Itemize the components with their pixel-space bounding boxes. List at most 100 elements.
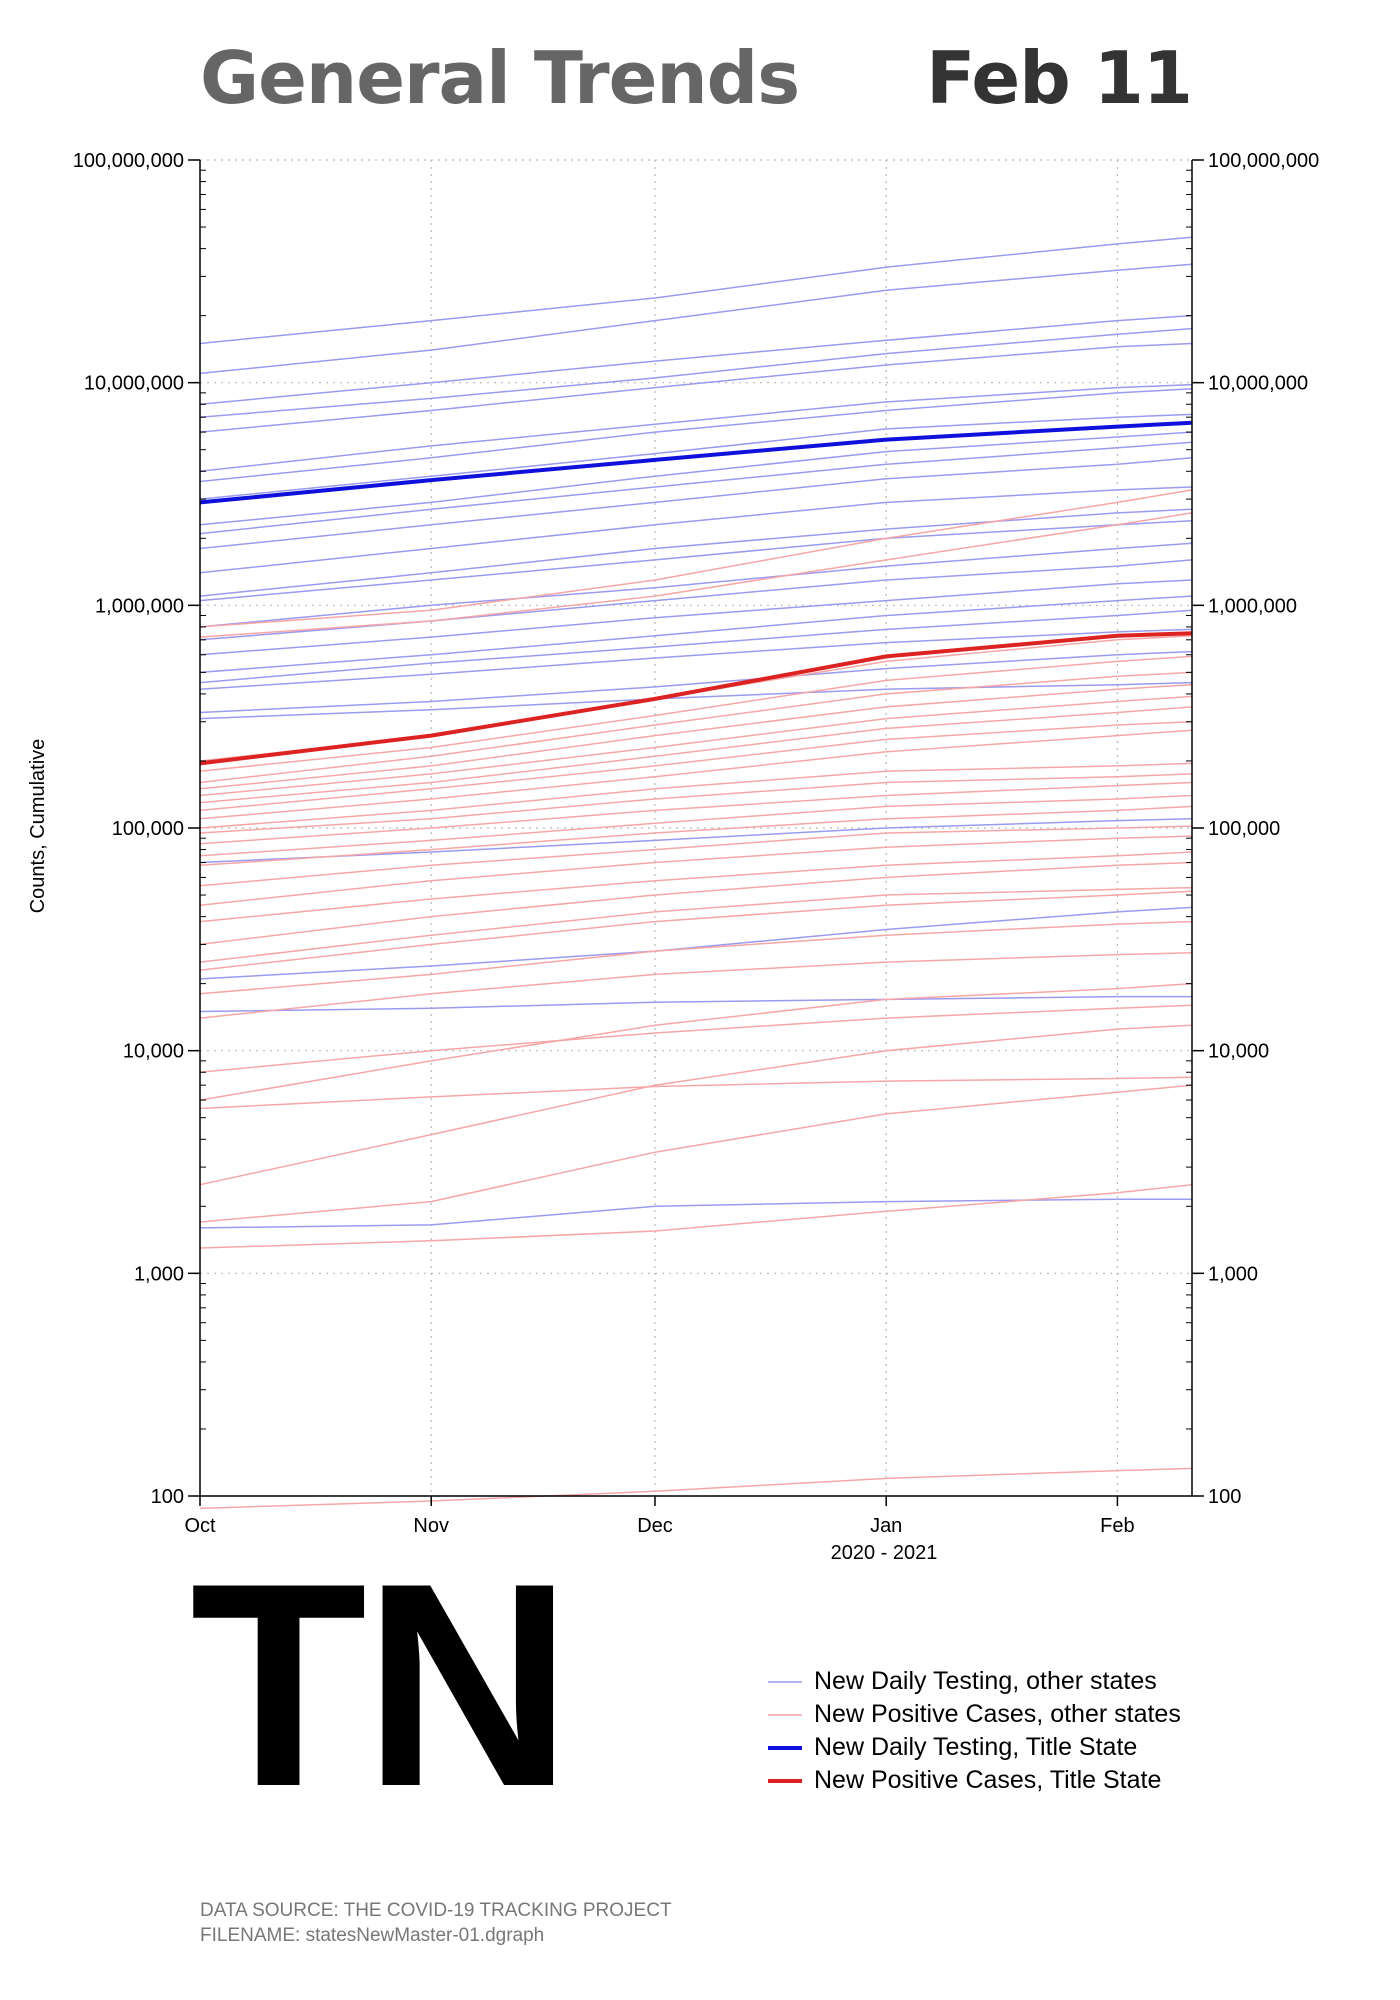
series-line-other-cases bbox=[199, 762, 1193, 829]
y-tick-label: 100 bbox=[151, 1486, 184, 1508]
page-title: General Trends bbox=[200, 36, 800, 120]
series-line-other-cases bbox=[199, 886, 1193, 963]
y-axis-label: Counts, Cumulative bbox=[27, 739, 49, 914]
legend-swatch bbox=[768, 1745, 802, 1750]
series-line-other-cases bbox=[199, 1076, 1193, 1110]
legend: New Daily Testing, other states New Posi… bbox=[768, 1665, 1181, 1797]
date-label: Feb 11 bbox=[926, 36, 1193, 120]
x-tick-label: Nov bbox=[413, 1515, 449, 1537]
series-line-other-cases bbox=[199, 1084, 1193, 1223]
legend-label: New Daily Testing, other states bbox=[814, 1667, 1157, 1695]
series-line-other-testing bbox=[199, 995, 1192, 1013]
series-line-other-testing bbox=[199, 609, 1193, 684]
y-tick-label-right: 1,000 bbox=[1208, 1263, 1258, 1285]
footer: DATA SOURCE: THE COVID-19 TRACKING PROJE… bbox=[200, 1898, 672, 1948]
x-tick-label: Dec bbox=[637, 1515, 673, 1537]
series-line-other-cases bbox=[199, 655, 1193, 772]
series-line-other-cases bbox=[199, 781, 1193, 845]
series-line-other-cases bbox=[199, 683, 1193, 790]
series-line-other-cases bbox=[199, 794, 1193, 857]
series-line-other-cases bbox=[199, 1024, 1193, 1186]
series-line-other-cases bbox=[199, 671, 1193, 784]
state-code: TN bbox=[190, 1523, 573, 1847]
series-line-other-cases bbox=[199, 1183, 1193, 1249]
y-tick-label: 10,000 bbox=[123, 1041, 184, 1063]
series-line-other-testing bbox=[199, 681, 1193, 720]
data-source-text: DATA SOURCE: THE COVID-19 TRACKING PROJE… bbox=[200, 1900, 672, 1921]
series-line-title-testing bbox=[199, 420, 1193, 505]
series-line-other-cases bbox=[199, 851, 1193, 923]
y-tick-label-right: 100 bbox=[1208, 1486, 1241, 1508]
series-line-other-cases bbox=[199, 489, 1193, 628]
y-tick-label-right: 100,000 bbox=[1208, 818, 1280, 840]
x-tick-label: Feb bbox=[1100, 1515, 1134, 1537]
series-line-other-testing bbox=[199, 486, 1193, 574]
x-axis-label: 2020 - 2021 bbox=[831, 1542, 938, 1564]
legend-swatch bbox=[768, 1778, 802, 1783]
series-line-other-testing bbox=[199, 457, 1193, 550]
legend-item-other-cases: New Positive Cases, other states bbox=[768, 1698, 1181, 1731]
series-line-other-cases bbox=[199, 805, 1193, 867]
series-line-other-cases bbox=[199, 512, 1193, 638]
series-line-other-cases bbox=[199, 920, 1193, 995]
series-line-other-cases bbox=[199, 982, 1193, 1101]
series-line-other-testing bbox=[199, 383, 1193, 473]
series-line-other-cases bbox=[199, 890, 1193, 971]
grid-lines bbox=[199, 159, 1192, 1497]
legend-swatch bbox=[768, 1680, 802, 1683]
filename-text: FILENAME: statesNewMaster-01.dgraph bbox=[200, 1925, 545, 1946]
y-tick-label-right: 10,000 bbox=[1208, 1041, 1269, 1063]
legend-swatch bbox=[768, 1713, 802, 1716]
series-line-other-testing bbox=[199, 818, 1193, 864]
y-tick-label-right: 1,000,000 bbox=[1208, 595, 1297, 617]
legend-item-title-testing: New Daily Testing, Title State bbox=[768, 1731, 1181, 1764]
title-state-lines bbox=[199, 420, 1193, 766]
series-line-other-testing bbox=[199, 628, 1193, 690]
x-tick-label: Jan bbox=[870, 1515, 902, 1537]
series-line-other-cases bbox=[199, 729, 1193, 820]
y-tick-label-right: 100,000,000 bbox=[1208, 150, 1319, 172]
series-line-other-cases bbox=[199, 721, 1193, 812]
series-line-other-cases bbox=[199, 695, 1193, 797]
series-line-other-testing bbox=[199, 906, 1193, 980]
x-tick-label: Oct bbox=[184, 1515, 216, 1537]
line-chart: 100 100 1,000 1,000 10,000 10,000 100,000 100,0… bbox=[27, 150, 1319, 1564]
y-tick-label: 1,000,000 bbox=[95, 595, 184, 617]
series-line-other-testing bbox=[199, 542, 1193, 628]
series-line-other-testing bbox=[199, 441, 1193, 535]
series-line-other-testing bbox=[199, 263, 1193, 375]
series-line-other-cases bbox=[199, 835, 1193, 906]
series-line-other-cases bbox=[199, 1004, 1193, 1073]
series-line-other-testing bbox=[199, 342, 1193, 433]
other-states-cases-lines bbox=[199, 489, 1193, 1510]
y-tick-label: 100,000 bbox=[112, 818, 184, 840]
series-line-other-cases bbox=[199, 861, 1193, 946]
series-line-other-cases bbox=[199, 773, 1193, 834]
legend-label: New Positive Cases, Title State bbox=[814, 1766, 1162, 1794]
series-line-other-cases bbox=[199, 952, 1193, 1019]
y-tick-label: 1,000 bbox=[134, 1263, 184, 1285]
series-line-other-cases bbox=[199, 825, 1193, 887]
series-line-other-testing bbox=[199, 327, 1193, 418]
legend-item-other-testing: New Daily Testing, other states bbox=[768, 1665, 1181, 1698]
series-line-other-testing bbox=[199, 431, 1193, 526]
legend-item-title-cases: New Positive Cases, Title State bbox=[768, 1764, 1181, 1797]
series-line-other-testing bbox=[199, 508, 1193, 597]
series-line-other-testing bbox=[199, 579, 1193, 656]
y-tick-label: 100,000,000 bbox=[73, 150, 184, 172]
legend-label: New Daily Testing, Title State bbox=[814, 1733, 1138, 1761]
series-line-other-testing bbox=[199, 1198, 1192, 1229]
series-line-other-cases bbox=[199, 1467, 1193, 1510]
series-line-other-testing bbox=[199, 595, 1193, 674]
series-line-other-testing bbox=[199, 413, 1193, 500]
series-line-other-cases bbox=[199, 706, 1193, 804]
legend-label: New Positive Cases, other states bbox=[814, 1700, 1181, 1728]
y-tick-label: 10,000,000 bbox=[84, 373, 184, 395]
series-line-other-testing bbox=[199, 387, 1193, 483]
series-line-other-testing bbox=[199, 519, 1193, 602]
axes: 100 100 1,000 1,000 10,000 10,000 100,000 100,0… bbox=[73, 150, 1319, 1537]
y-tick-label-right: 10,000,000 bbox=[1208, 373, 1308, 395]
series-line-title-cases bbox=[199, 631, 1193, 766]
series-line-other-testing bbox=[199, 314, 1193, 405]
series-line-other-testing bbox=[199, 236, 1193, 345]
